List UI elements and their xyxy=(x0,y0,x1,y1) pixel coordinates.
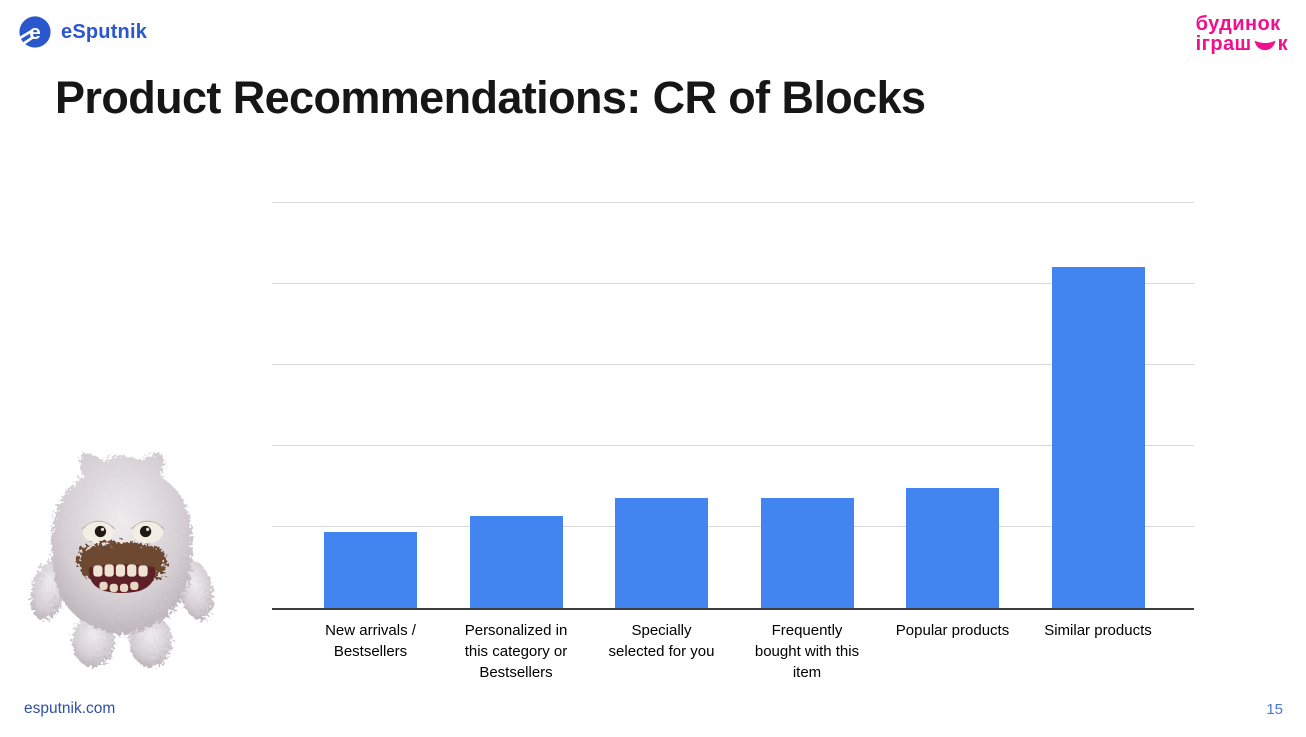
page-number: 15 xyxy=(1266,701,1283,718)
x-axis-label-5: Popular products xyxy=(895,622,1010,639)
budynok-igrashok-logo: будинок іграш к xyxy=(1196,14,1288,55)
toy-logo-line1: будинок xyxy=(1195,13,1281,35)
gridline xyxy=(272,202,1194,203)
smile-icon xyxy=(1254,40,1275,50)
footer-site-link[interactable]: esputnik.com xyxy=(24,700,116,717)
x-axis-label-2: Personalized in this category or Bestselle… xyxy=(464,622,568,681)
gridline xyxy=(272,283,1194,284)
page-title: Product Recommendations: CR of Blocks xyxy=(55,72,926,123)
bar-chart-plot-area: New arrivals / Bestsellers Personalized in… xyxy=(272,202,1194,681)
esputnik-logo: e eSputnik xyxy=(18,15,147,49)
bar-1 xyxy=(324,531,417,608)
x-axis-label-3: Specially selected for you xyxy=(608,622,715,660)
monster-face xyxy=(77,520,167,594)
bar-3 xyxy=(615,497,708,608)
esputnik-logo-text: eSputnik xyxy=(61,20,148,43)
esputnik-logo-icon: e xyxy=(19,16,51,48)
gridline xyxy=(272,445,1194,446)
gridline xyxy=(272,526,1194,527)
x-axis-label-1: New arrivals / Bestsellers xyxy=(325,622,416,660)
x-axis-label-6: Similar products xyxy=(1044,622,1152,639)
svg-text:e: e xyxy=(29,21,41,44)
x-axis-label-4: Frequently bought with this item xyxy=(754,622,860,681)
bar-4 xyxy=(760,497,854,608)
plush-monster-image xyxy=(30,452,214,667)
toy-logo-line2-text-end: к xyxy=(1277,33,1288,56)
toy-logo-line2-text: іграш xyxy=(1195,33,1252,56)
bar-6 xyxy=(1051,267,1145,608)
bar-2 xyxy=(469,515,563,608)
bar-5 xyxy=(906,488,999,608)
gridline xyxy=(272,364,1194,365)
